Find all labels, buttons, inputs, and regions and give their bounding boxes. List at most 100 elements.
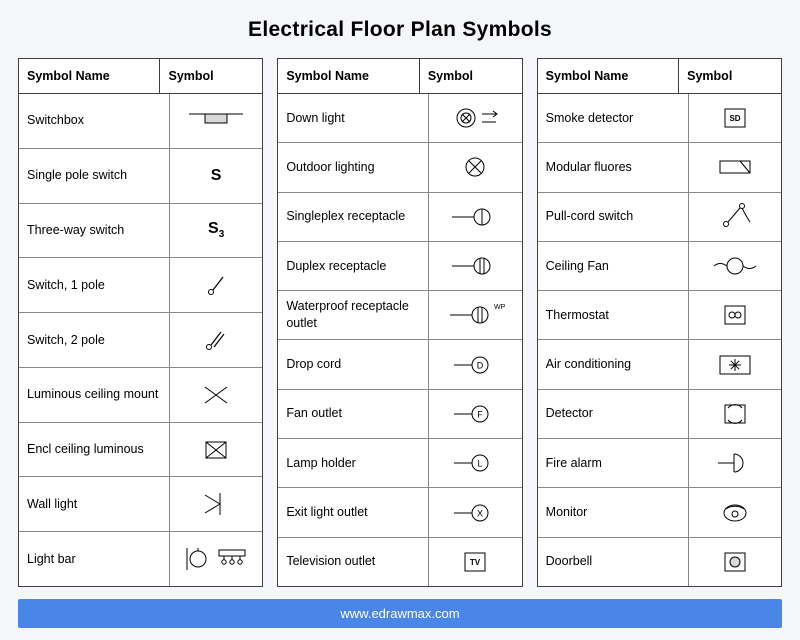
symbol-name: Drop cord <box>278 340 429 388</box>
svg-text:TV: TV <box>470 558 481 567</box>
symbol-name: Outdoor lighting <box>278 143 429 191</box>
symbol-name: Three-way switch <box>19 204 170 258</box>
symbol-name: Smoke detector <box>538 94 689 142</box>
symbol-name: Television outlet <box>278 538 429 586</box>
table-row: Duplex receptacle <box>278 242 521 291</box>
table-header: Symbol Name Symbol <box>278 59 521 94</box>
table-header: Symbol Name Symbol <box>538 59 781 94</box>
table-row: Pull-cord switch <box>538 193 781 242</box>
symbol-name: Switchbox <box>19 94 170 148</box>
symbol-icon <box>170 368 262 422</box>
symbol-name: Fire alarm <box>538 439 689 487</box>
page-title: Electrical Floor Plan Symbols <box>18 18 782 42</box>
table-row: Encl ceiling luminous <box>19 423 262 478</box>
table-row: Outdoor lighting <box>278 143 521 192</box>
table-row: Smoke detector SD <box>538 94 781 143</box>
table-row: Switch, 1 pole <box>19 258 262 313</box>
symbol-name: Light bar <box>19 532 170 586</box>
table-row: Fan outlet F <box>278 390 521 439</box>
table-header: Symbol Name Symbol <box>19 59 262 94</box>
col-header-symbol: Symbol <box>679 59 781 93</box>
symbol-table-2: Symbol Name SymbolSmoke detector SDModul… <box>537 58 782 587</box>
table-row: Lamp holder L <box>278 439 521 488</box>
table-row: Waterproof receptacle outlet WP <box>278 291 521 340</box>
table-row: Thermostat <box>538 291 781 340</box>
symbol-name: Modular fluores <box>538 143 689 191</box>
table-row: Luminous ceiling mount <box>19 368 262 423</box>
symbol-name: Singleplex receptacle <box>278 193 429 241</box>
table-row: Monitor <box>538 488 781 537</box>
symbol-icon <box>170 94 262 148</box>
symbol-icon <box>429 143 521 191</box>
symbol-name: Single pole switch <box>19 149 170 203</box>
symbol-name: Switch, 2 pole <box>19 313 170 367</box>
svg-text:F: F <box>478 409 484 419</box>
svg-text:WP: WP <box>494 304 506 311</box>
col-header-name: Symbol Name <box>278 59 419 93</box>
symbol-icon: WP <box>429 291 521 339</box>
symbol-icon <box>689 143 781 191</box>
symbol-name: Encl ceiling luminous <box>19 423 170 477</box>
symbol-name: Down light <box>278 94 429 142</box>
symbol-name: Duplex receptacle <box>278 242 429 290</box>
svg-text:L: L <box>478 459 483 469</box>
symbol-icon <box>170 532 262 586</box>
symbol-name: Air conditioning <box>538 340 689 388</box>
symbol-icon <box>170 423 262 477</box>
table-row: Wall light <box>19 477 262 532</box>
svg-text:SD: SD <box>729 114 740 123</box>
symbol-icon: TV <box>429 538 521 586</box>
table-row: Doorbell <box>538 538 781 586</box>
col-header-name: Symbol Name <box>19 59 160 93</box>
symbol-name: Luminous ceiling mount <box>19 368 170 422</box>
symbol-table-1: Symbol Name SymbolDown light Outdoor lig… <box>277 58 522 587</box>
table-row: Switch, 2 pole <box>19 313 262 368</box>
symbol-icon <box>170 477 262 531</box>
symbol-icon: F <box>429 390 521 438</box>
symbol-icon: L <box>429 439 521 487</box>
symbol-icon: SD <box>689 94 781 142</box>
col-header-symbol: Symbol <box>160 59 262 93</box>
symbol-name: Lamp holder <box>278 439 429 487</box>
symbol-icon <box>689 488 781 536</box>
footer-bar: www.edrawmax.com <box>18 599 782 628</box>
table-row: Single pole switch S <box>19 149 262 204</box>
symbol-name: Waterproof receptacle outlet <box>278 291 429 339</box>
symbol-name: Detector <box>538 390 689 438</box>
symbol-name: Pull-cord switch <box>538 193 689 241</box>
table-row: Down light <box>278 94 521 143</box>
symbol-icon <box>170 313 262 367</box>
table-row: Exit light outlet X <box>278 488 521 537</box>
tables-container: Symbol Name SymbolSwitchbox Single pole … <box>18 58 782 587</box>
symbol-name: Ceiling Fan <box>538 242 689 290</box>
symbol-icon: X <box>429 488 521 536</box>
symbol-icon <box>689 242 781 290</box>
col-header-symbol: Symbol <box>420 59 522 93</box>
col-header-name: Symbol Name <box>538 59 679 93</box>
symbol-icon <box>689 390 781 438</box>
table-row: Switchbox <box>19 94 262 149</box>
symbol-name: Wall light <box>19 477 170 531</box>
symbol-icon: S <box>170 149 262 203</box>
symbol-icon: D <box>429 340 521 388</box>
table-row: Three-way switch S3 <box>19 204 262 259</box>
symbol-icon <box>429 94 521 142</box>
symbol-icon <box>689 340 781 388</box>
symbol-icon <box>429 242 521 290</box>
table-row: Air conditioning <box>538 340 781 389</box>
table-row: Television outlet TV <box>278 538 521 586</box>
table-row: Detector <box>538 390 781 439</box>
table-row: Ceiling Fan <box>538 242 781 291</box>
table-row: Fire alarm <box>538 439 781 488</box>
symbol-icon <box>170 258 262 312</box>
symbol-name: Exit light outlet <box>278 488 429 536</box>
symbol-icon <box>689 439 781 487</box>
symbol-icon <box>689 538 781 586</box>
symbol-name: Monitor <box>538 488 689 536</box>
table-row: Modular fluores <box>538 143 781 192</box>
table-row: Light bar <box>19 532 262 586</box>
svg-text:D: D <box>477 360 484 370</box>
symbol-icon <box>689 193 781 241</box>
svg-text:X: X <box>477 508 483 518</box>
table-row: Singleplex receptacle <box>278 193 521 242</box>
